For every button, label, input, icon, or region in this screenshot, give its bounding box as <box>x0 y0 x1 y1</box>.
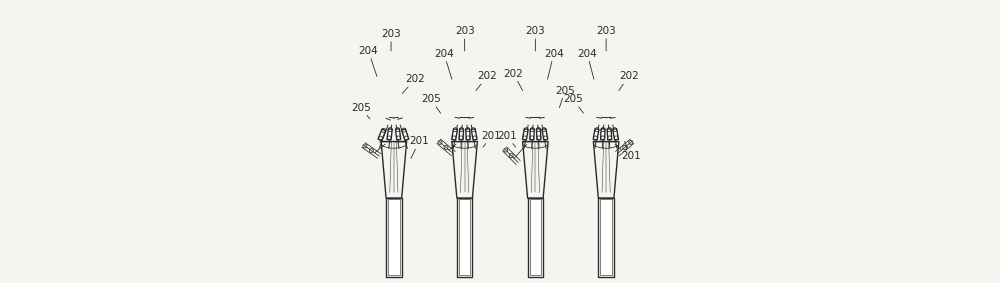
Polygon shape <box>536 129 541 140</box>
Polygon shape <box>601 129 605 140</box>
Bar <box>600 199 612 275</box>
Text: 205: 205 <box>563 94 583 113</box>
Text: 203: 203 <box>381 29 401 51</box>
Polygon shape <box>466 129 470 140</box>
Text: 202: 202 <box>476 71 497 91</box>
Text: 204: 204 <box>577 49 597 79</box>
Polygon shape <box>522 129 528 140</box>
Text: 201: 201 <box>622 142 641 161</box>
Polygon shape <box>459 129 464 140</box>
Polygon shape <box>402 129 409 140</box>
Polygon shape <box>471 129 477 140</box>
Text: 204: 204 <box>359 46 378 76</box>
Polygon shape <box>395 129 401 140</box>
Text: 201: 201 <box>497 131 517 147</box>
Bar <box>528 198 543 277</box>
Text: 205: 205 <box>351 102 371 119</box>
Polygon shape <box>452 129 457 140</box>
Text: 202: 202 <box>619 71 639 91</box>
Text: 204: 204 <box>434 49 454 79</box>
Polygon shape <box>387 129 392 140</box>
Bar <box>457 198 472 277</box>
Polygon shape <box>530 129 534 140</box>
Text: 201: 201 <box>409 136 429 158</box>
Text: 202: 202 <box>402 74 425 93</box>
Bar <box>459 199 470 275</box>
Bar <box>386 198 402 277</box>
Bar <box>530 199 541 275</box>
Text: 205: 205 <box>421 94 441 113</box>
Polygon shape <box>542 129 548 140</box>
Bar <box>598 198 614 277</box>
Text: 203: 203 <box>596 26 616 51</box>
Text: 203: 203 <box>526 26 545 51</box>
Polygon shape <box>613 129 619 140</box>
Text: 201: 201 <box>482 131 501 147</box>
Text: 205: 205 <box>555 85 575 108</box>
Polygon shape <box>607 129 612 140</box>
Text: 202: 202 <box>504 68 523 91</box>
Text: 203: 203 <box>455 26 475 51</box>
Text: 204: 204 <box>544 49 564 79</box>
Polygon shape <box>593 129 599 140</box>
Polygon shape <box>378 129 386 141</box>
Bar <box>388 199 400 275</box>
